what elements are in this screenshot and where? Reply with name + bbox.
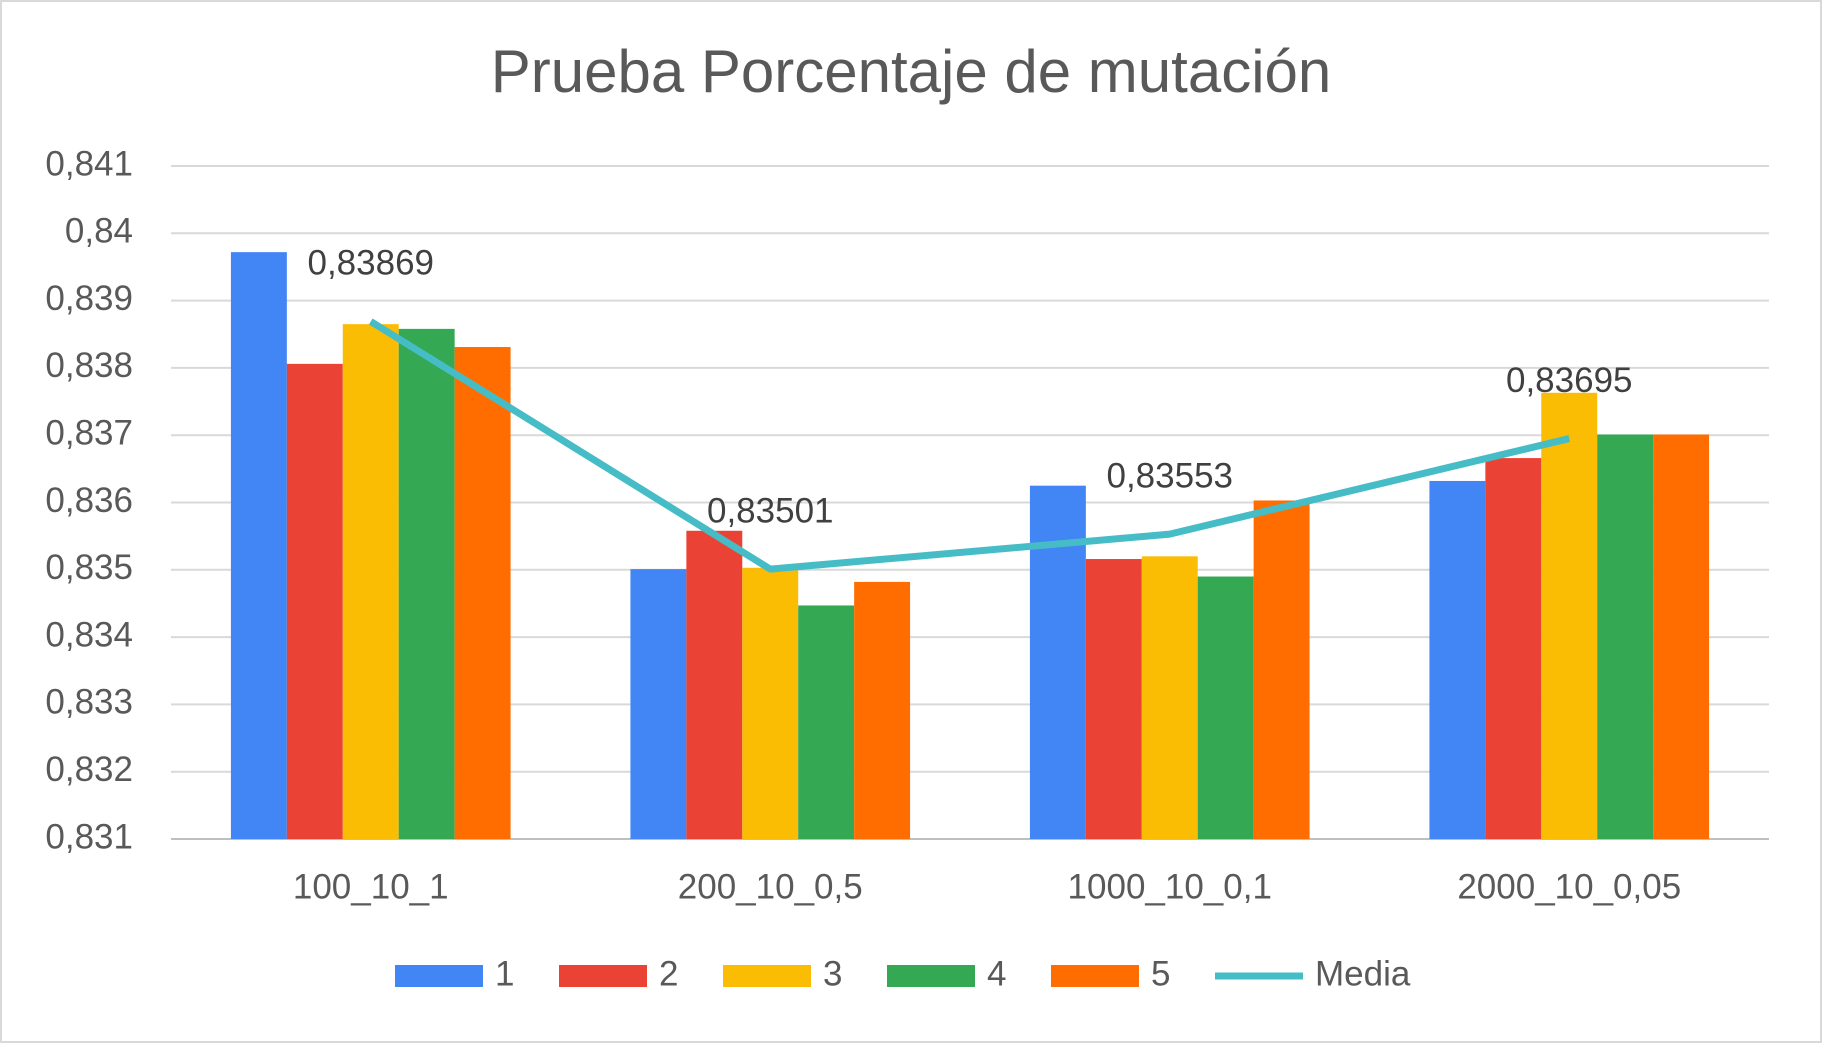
legend-swatch bbox=[887, 965, 975, 987]
bar bbox=[798, 605, 855, 839]
bar bbox=[1253, 500, 1310, 839]
data-label: 0,83695 bbox=[1506, 361, 1633, 400]
y-tick-label: 0,835 bbox=[45, 548, 133, 587]
line bbox=[368, 318, 1571, 573]
y-tick-label: 0,838 bbox=[45, 346, 133, 385]
legend-swatch bbox=[559, 965, 647, 987]
legend-swatch bbox=[1051, 965, 1139, 987]
y-tick-label: 0,833 bbox=[45, 683, 133, 722]
bar bbox=[1029, 485, 1086, 839]
y-tick-label: 0,837 bbox=[45, 413, 133, 452]
legend-label: 1 bbox=[495, 954, 514, 993]
y-tick-label: 0,841 bbox=[45, 144, 133, 183]
bar bbox=[1085, 559, 1142, 839]
chart-title: Prueba Porcentaje de mutación bbox=[491, 38, 1332, 105]
x-tick-label: 1000_10_0,1 bbox=[1068, 867, 1272, 906]
bar bbox=[454, 347, 511, 839]
data-label: 0,83553 bbox=[1106, 456, 1233, 495]
y-tick-label: 0,831 bbox=[45, 817, 133, 856]
legend-label: 4 bbox=[987, 954, 1006, 993]
x-tick-label: 2000_10_0,05 bbox=[1457, 867, 1681, 906]
y-tick-label: 0,832 bbox=[45, 750, 133, 789]
bar bbox=[398, 328, 455, 839]
bar bbox=[230, 252, 287, 840]
bar bbox=[1541, 392, 1598, 839]
bar bbox=[1197, 576, 1254, 839]
legend-label: 5 bbox=[1151, 954, 1170, 993]
bar bbox=[854, 581, 911, 839]
x-tick-label: 200_10_0,5 bbox=[678, 867, 863, 906]
y-tick-label: 0,839 bbox=[45, 279, 133, 318]
bar bbox=[1653, 434, 1710, 839]
bar bbox=[342, 324, 399, 839]
y-tick-label: 0,834 bbox=[45, 615, 133, 654]
bar bbox=[1141, 556, 1198, 839]
y-tick-label: 0,84 bbox=[65, 212, 133, 251]
bar bbox=[742, 567, 799, 839]
bar bbox=[630, 569, 687, 839]
bar bbox=[1429, 480, 1486, 839]
legend-label: 3 bbox=[823, 954, 842, 993]
bar bbox=[1485, 458, 1542, 839]
bar bbox=[1597, 434, 1654, 839]
x-tick-label: 100_10_1 bbox=[293, 867, 449, 906]
legend-label: 2 bbox=[659, 954, 678, 993]
data-label: 0,83501 bbox=[707, 491, 834, 530]
legend-swatch bbox=[723, 965, 811, 987]
bar bbox=[686, 530, 743, 839]
legend-swatch bbox=[395, 965, 483, 987]
bar bbox=[286, 363, 343, 839]
legend-label: Media bbox=[1315, 954, 1411, 993]
data-label: 0,83869 bbox=[307, 244, 434, 283]
y-tick-label: 0,836 bbox=[45, 481, 133, 520]
